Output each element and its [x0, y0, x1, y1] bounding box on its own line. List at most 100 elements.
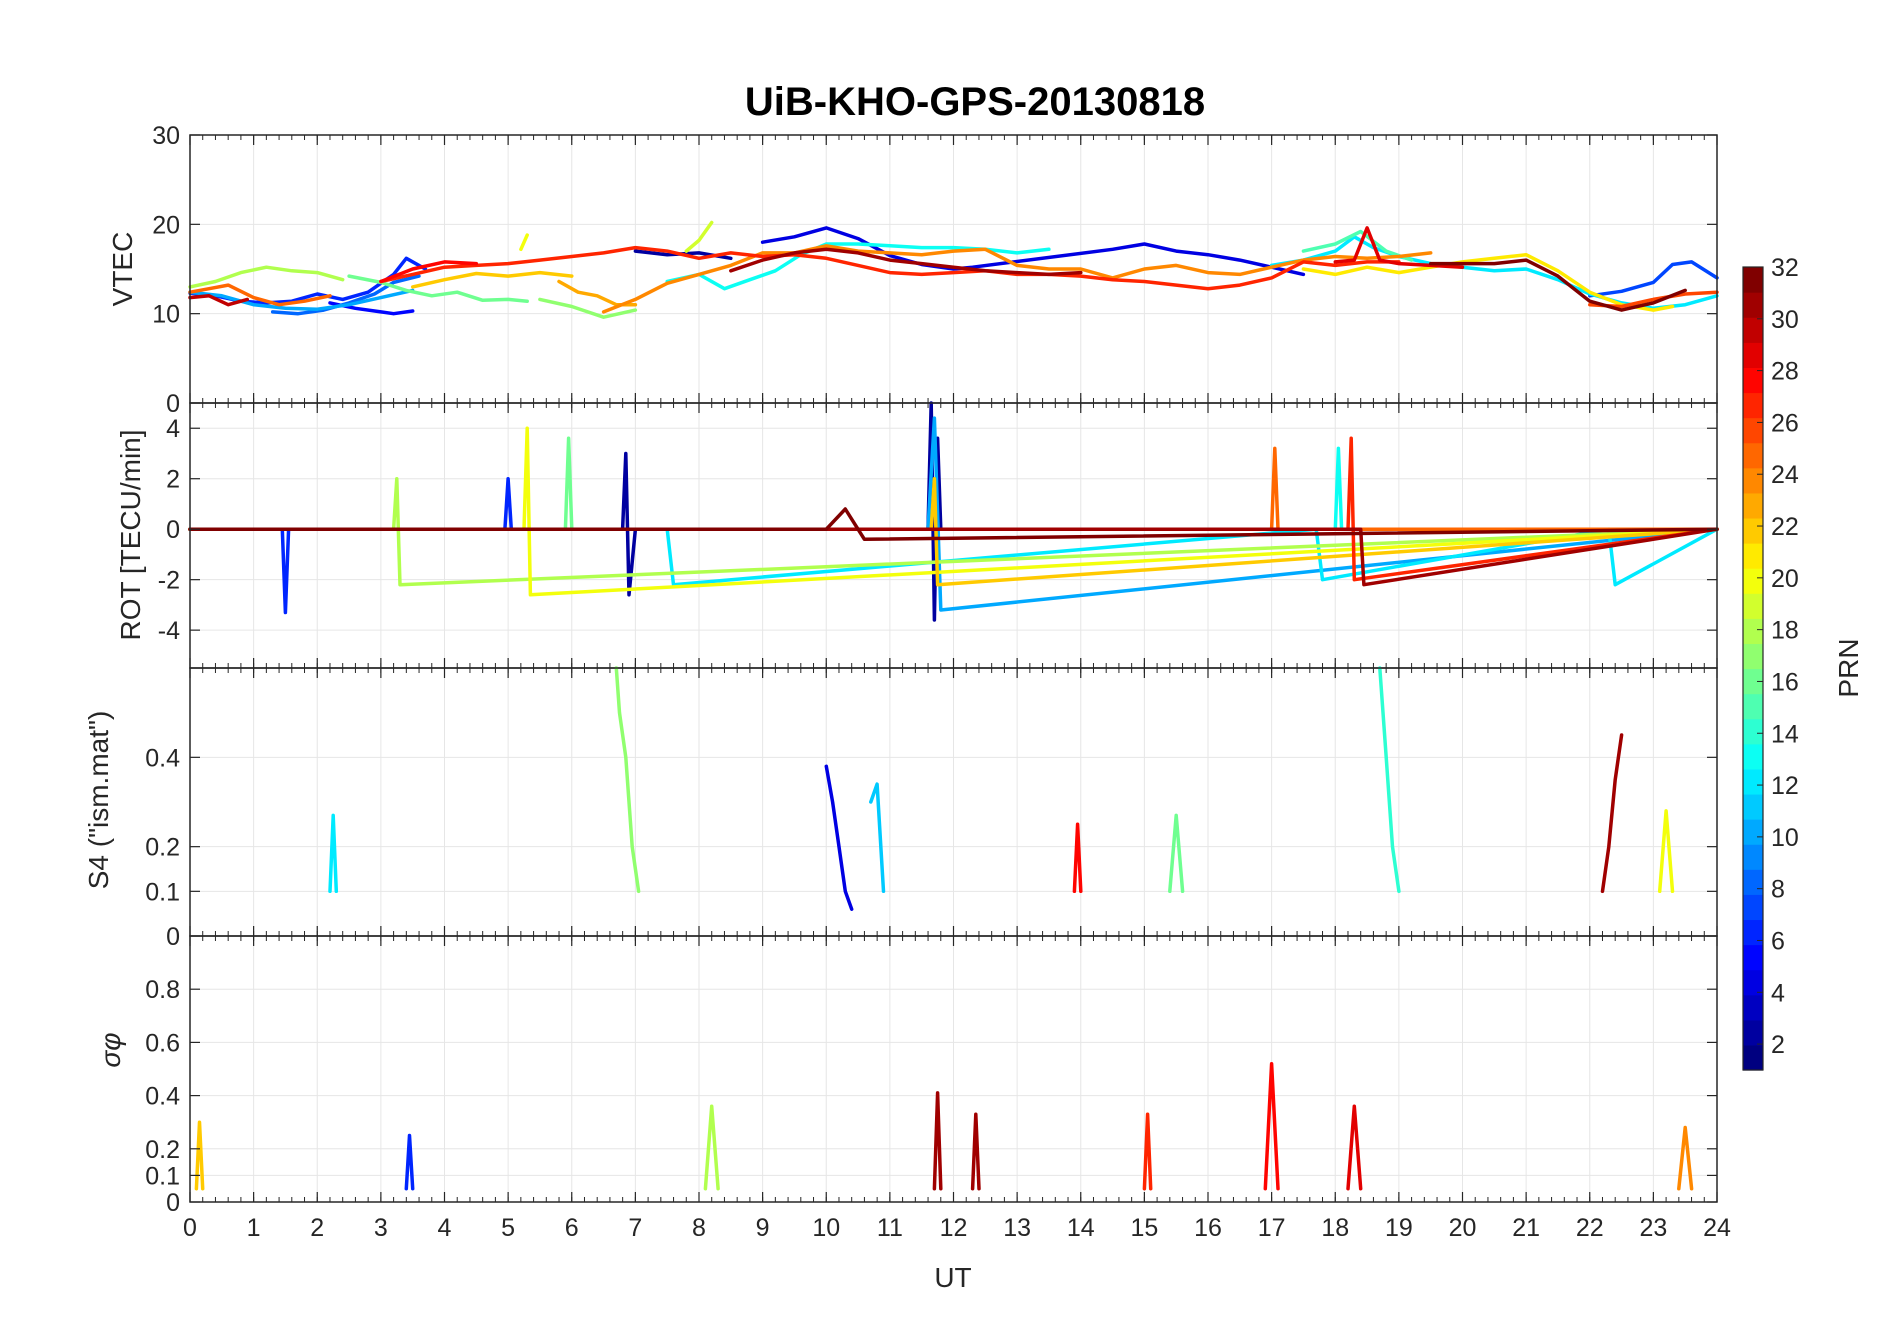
colorbar-swatch — [1743, 1019, 1763, 1046]
sigma-phi-series — [194, 1061, 1694, 1191]
s4-series-line — [824, 764, 854, 911]
sigma-phi-series-line — [932, 1091, 943, 1191]
s4-grid — [189, 668, 1718, 937]
rot-ytick-label: -4 — [158, 617, 180, 645]
s4-series-line — [869, 782, 886, 894]
x-tick-label: 16 — [1194, 1214, 1222, 1242]
colorbar-swatch — [1743, 1044, 1763, 1071]
colorbar-swatch — [1743, 944, 1763, 971]
colorbar-tick-label: 32 — [1771, 254, 1799, 282]
vtec-series — [188, 220, 1719, 319]
colorbar-swatch — [1743, 844, 1763, 870]
colorbar-swatch — [1743, 819, 1763, 845]
s4-series-line — [328, 813, 339, 894]
sigma-phi-ytick-label: 0.1 — [145, 1162, 180, 1190]
colorbar-swatch — [1743, 517, 1763, 544]
colorbar-swatch — [1743, 793, 1763, 820]
x-tick-label: 19 — [1385, 1214, 1413, 1242]
colorbar-swatch — [1743, 894, 1763, 921]
sigma-phi-ticks: 00.10.2 0.4 0.6 0.8 — [145, 936, 1718, 1217]
vtec-series-line — [1588, 260, 1719, 298]
colorbar-swatch — [1743, 342, 1763, 368]
colorbar-swatch — [1743, 593, 1763, 619]
vtec-series-line — [729, 247, 1083, 277]
colorbar-swatch — [1743, 969, 1763, 996]
colorbar-swatch — [1743, 417, 1763, 444]
colorbar-tick-label: 22 — [1771, 513, 1799, 541]
colorbar-tick-label: 8 — [1771, 876, 1785, 904]
x-tick-label: 24 — [1703, 1214, 1731, 1242]
s4-series-line — [1378, 666, 1401, 894]
colorbar-swatch — [1743, 693, 1763, 720]
vtec-series-line — [1301, 229, 1414, 262]
colorbar-frame — [1742, 266, 1764, 1071]
vtec-ticks: 0 10 20 30 — [152, 122, 1718, 418]
s4-ytick-label: 0 — [166, 923, 180, 951]
x-tick-label: 14 — [1067, 1214, 1095, 1242]
vtec-ytick-label: 0 — [166, 390, 180, 418]
vtec-series-line — [347, 274, 529, 303]
x-tick-label: 0 — [183, 1214, 197, 1242]
sigma-phi-series-line — [404, 1133, 415, 1191]
x-axis-label: UT — [934, 1262, 971, 1293]
colorbar-swatch — [1743, 768, 1763, 795]
s4-ticks: 0 0.1 0.2 0.4 — [145, 668, 1718, 951]
colorbar-tick-label: 2 — [1771, 1031, 1785, 1059]
colorbar-swatches — [1743, 267, 1763, 1071]
x-tick-label: 10 — [812, 1214, 840, 1242]
colorbar-swatch — [1743, 317, 1763, 343]
vtec-series-line — [1428, 258, 1687, 312]
x-tick-label: 17 — [1258, 1214, 1286, 1242]
sigma-phi-series-line — [1263, 1061, 1280, 1191]
colorbar-swatch — [1743, 543, 1763, 569]
colorbar-swatch — [1743, 919, 1763, 946]
vtec-series-line — [188, 265, 345, 289]
sigma-phi-series-line — [1677, 1125, 1694, 1191]
rot-ytick-label: 0 — [166, 516, 180, 544]
sigma-phi-series-line — [194, 1120, 205, 1191]
colorbar-swatch — [1743, 267, 1763, 293]
s4-series-line — [1072, 822, 1083, 894]
colorbar-swatch — [1743, 743, 1763, 770]
panel-vtec: 0 10 20 30 VTEC — [107, 122, 1719, 418]
x-tick-label: 11 — [877, 1214, 903, 1242]
s4-ytick-label: 0.1 — [145, 878, 180, 906]
s4-series-line — [1600, 733, 1624, 894]
sigma-phi-series-line — [970, 1112, 981, 1191]
colorbar-tick-label: 18 — [1771, 617, 1799, 645]
vtec-series-line — [1301, 252, 1675, 312]
vtec-series-line — [538, 297, 638, 319]
x-tick-label: 3 — [374, 1214, 388, 1242]
x-tick-label: 18 — [1321, 1214, 1349, 1242]
rot-ytick-label: 4 — [166, 415, 180, 443]
colorbar-swatch — [1743, 442, 1763, 469]
panel-sigma-phi: 00.10.2 0.4 0.6 0.8 σφ — [95, 935, 1718, 1217]
colorbar-swatch — [1743, 618, 1763, 644]
vtec-series-line — [1333, 226, 1465, 269]
vtec-series-line — [379, 245, 1401, 291]
sigma-phi-ytick-label: 0.2 — [145, 1136, 180, 1164]
sigma-phi-ytick-label: 0.4 — [145, 1083, 180, 1111]
rot-series-line — [188, 527, 1719, 587]
colorbar-tick-label: 14 — [1771, 720, 1799, 748]
sigma-phi-ytick-label: 0.6 — [145, 1029, 180, 1057]
colorbar-swatch — [1743, 292, 1763, 318]
sigma-phi-ytick-label: 0.8 — [145, 976, 180, 1004]
x-tick-label: 22 — [1576, 1214, 1604, 1242]
colorbar-swatch — [1743, 994, 1763, 1021]
sigma-phi-ylabel: σφ — [95, 1032, 126, 1067]
x-tick-label: 13 — [1003, 1214, 1031, 1242]
x-tick-label: 12 — [940, 1214, 968, 1242]
vtec-ytick-label: 20 — [152, 211, 180, 239]
colorbar-tick-label: 24 — [1771, 461, 1799, 489]
vtec-ytick-label: 10 — [152, 301, 180, 329]
colorbar-tick-label: 30 — [1771, 306, 1799, 334]
vtec-series-line — [519, 233, 529, 252]
x-tick-label: 15 — [1130, 1214, 1158, 1242]
x-tick-label: 2 — [310, 1214, 324, 1242]
s4-series — [328, 666, 1675, 911]
vtec-series-line — [601, 244, 1433, 314]
